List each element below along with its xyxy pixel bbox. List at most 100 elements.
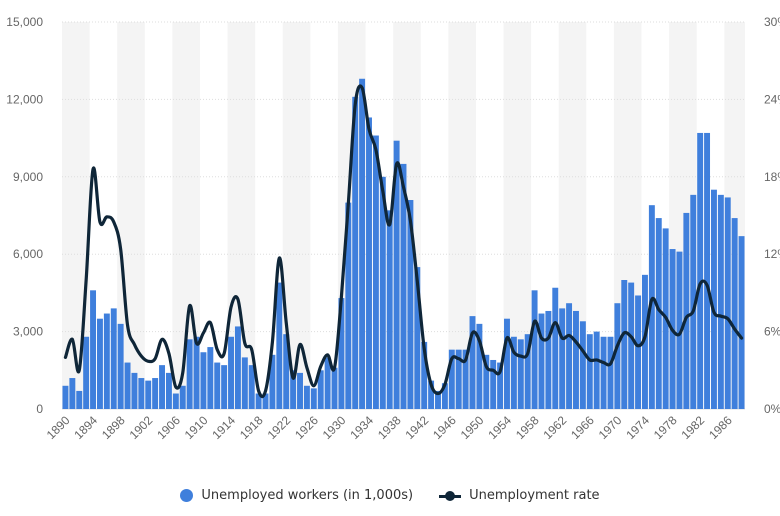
- bar-1979: [676, 251, 683, 409]
- x-tick-label: 1890: [44, 413, 73, 442]
- legend: Unemployed workers (in 1,000s) Unemploym…: [0, 488, 780, 503]
- right-tick-label: 18%: [764, 170, 780, 184]
- bar-1934: [366, 117, 372, 410]
- bar-1928: [324, 357, 331, 409]
- x-tick-label: 1930: [320, 413, 349, 442]
- bar-1908: [186, 339, 193, 409]
- bar-1900: [131, 372, 138, 409]
- bar-1909: [193, 336, 200, 409]
- bar-1952: [490, 359, 497, 409]
- bar-1986: [724, 197, 731, 409]
- bar-1957: [524, 334, 531, 409]
- bar-1971: [621, 280, 628, 409]
- bar-1983: [704, 132, 711, 409]
- bar-1942: [421, 341, 428, 409]
- x-tick-label: 1934: [347, 413, 376, 442]
- bar-1975: [648, 205, 655, 409]
- left-tick-label: 0: [36, 402, 43, 416]
- bar-1943: [428, 380, 435, 409]
- bar-1924: [297, 372, 303, 409]
- bar-1950: [476, 323, 483, 409]
- x-axis: 1890189418981902190619101914191819221926…: [44, 413, 735, 442]
- x-tick-label: 1894: [71, 413, 100, 442]
- bar-1922: [283, 334, 290, 409]
- x-tick-label: 1954: [485, 413, 514, 442]
- bar-1974: [641, 274, 648, 409]
- x-tick-label: 1950: [458, 413, 487, 442]
- x-tick-label: 1978: [651, 413, 680, 442]
- x-tick-label: 1926: [292, 413, 321, 442]
- bar-1961: [552, 287, 559, 409]
- bar-1919: [262, 393, 269, 409]
- line-series: [63, 84, 744, 399]
- bar-1940: [407, 200, 414, 409]
- left-tick-label: 6,000: [13, 247, 43, 261]
- x-tick-label: 1946: [430, 413, 459, 442]
- bar-1960: [545, 310, 552, 409]
- bar-1972: [628, 282, 635, 409]
- legend-line-swatch: [439, 490, 462, 502]
- bar-1951: [483, 354, 490, 409]
- bar-1930: [338, 298, 345, 409]
- bar-1911: [207, 347, 214, 409]
- bar-1953: [497, 362, 504, 409]
- bar-1938: [393, 140, 400, 409]
- bar-1949: [469, 316, 476, 409]
- bar-1926: [310, 388, 317, 409]
- bar-1902: [145, 380, 152, 409]
- bar-1966: [586, 334, 593, 409]
- bar-1929: [331, 367, 338, 409]
- legend-item-unemployed-workers[interactable]: Unemployed workers (in 1,000s): [180, 488, 413, 503]
- bar-1962: [559, 308, 566, 409]
- left-tick-label: 3,000: [13, 325, 43, 339]
- bar-1890: [62, 385, 69, 409]
- bar-1973: [635, 295, 642, 409]
- bar-1910: [200, 352, 207, 409]
- bar-1903: [152, 378, 159, 409]
- bar-1892: [76, 390, 83, 409]
- bar-1912: [214, 362, 221, 409]
- bar-1907: [179, 385, 186, 409]
- x-tick-label: 1966: [568, 413, 597, 442]
- bar-1913: [221, 365, 228, 409]
- bar-1985: [717, 194, 724, 409]
- bar-1896: [103, 313, 110, 409]
- bar-1899: [124, 362, 131, 409]
- legend-item-unemployment-rate[interactable]: Unemployment rate: [439, 488, 600, 503]
- bar-1946: [448, 349, 455, 409]
- bar-1980: [683, 212, 690, 409]
- unemployment-rate-line: [63, 84, 744, 399]
- bar-1981: [690, 194, 697, 409]
- bar-1898: [117, 323, 124, 409]
- bar-1936: [379, 176, 386, 409]
- bar-1965: [579, 321, 586, 409]
- bar-1945: [441, 383, 448, 409]
- right-tick-label: 24%: [764, 92, 780, 106]
- bar-1937: [386, 210, 393, 409]
- bar-1894: [90, 290, 97, 409]
- bar-1948: [462, 349, 469, 409]
- bar-1916: [241, 357, 248, 409]
- right-tick-label: 30%: [764, 15, 780, 29]
- x-tick-label: 1958: [513, 413, 542, 442]
- bar-1914: [228, 336, 234, 409]
- bar-1925: [303, 385, 310, 409]
- bar-1906: [172, 393, 179, 409]
- x-tick-label: 1938: [375, 413, 404, 442]
- bar-1963: [566, 303, 573, 409]
- x-tick-label: 1970: [596, 413, 625, 442]
- x-tick-label: 1902: [127, 413, 156, 442]
- bar-1923: [290, 370, 297, 409]
- bar-1982: [697, 132, 704, 409]
- bar-1987: [731, 218, 738, 409]
- bar-1988: [738, 236, 745, 409]
- bar-1956: [517, 339, 524, 409]
- bar-1959: [538, 313, 545, 409]
- bar-1917: [248, 365, 255, 409]
- bar-1931: [345, 202, 352, 409]
- left-tick-label: 15,000: [6, 15, 43, 29]
- x-tick-label: 1974: [623, 413, 652, 442]
- bar-1947: [455, 349, 462, 409]
- legend-bars-label: Unemployed workers (in 1,000s): [201, 488, 414, 503]
- legend-bar-swatch: [180, 489, 194, 502]
